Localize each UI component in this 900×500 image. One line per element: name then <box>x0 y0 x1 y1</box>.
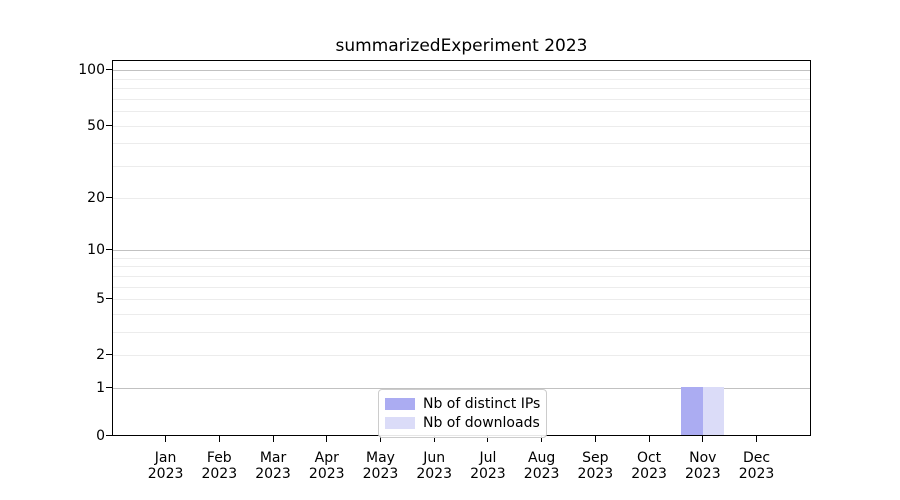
x-tick-label: Jun 2023 <box>406 450 462 482</box>
legend-item-downloads: Nb of downloads <box>385 414 540 432</box>
y-tick-label: 0 <box>96 428 105 444</box>
x-tick-label-year: 2023 <box>308 466 345 482</box>
plot-area <box>112 60 811 436</box>
y-tick-label: 20 <box>87 189 105 206</box>
gridline-minor <box>113 313 810 315</box>
y-tick-mark <box>106 298 112 299</box>
x-tick-label: Feb 2023 <box>191 450 247 482</box>
gridline-major <box>113 388 810 389</box>
y-tick-label: 2 <box>96 347 105 364</box>
y-tick-label: 10 <box>87 241 105 258</box>
y-tick-mark <box>106 69 112 71</box>
x-tick-label-month: Mar <box>259 450 287 466</box>
gridline-minor <box>113 257 810 259</box>
bar-distinct-ips <box>681 387 703 435</box>
x-tick-label-month: Oct <box>636 450 662 466</box>
y-tick-mark <box>106 435 112 436</box>
bar-downloads <box>702 387 725 435</box>
y-tick-mark <box>106 196 112 198</box>
x-tick-label: Jul 2023 <box>460 450 516 482</box>
legend: Nb of distinct IPs Nb of downloads <box>378 389 547 438</box>
x-tick-label-year: 2023 <box>523 466 560 482</box>
gridline-minor <box>113 197 810 199</box>
x-tick-label-year: 2023 <box>577 466 614 482</box>
x-tick-label-year: 2023 <box>738 466 775 482</box>
x-tick-mark <box>756 436 758 442</box>
chart-title: summarizedExperiment 2023 <box>335 36 588 56</box>
legend-swatch-downloads <box>385 417 415 429</box>
gridline-major <box>113 70 810 72</box>
x-tick-label-month: Jul <box>479 450 497 466</box>
gridline-minor <box>113 143 810 145</box>
y-tick-mark <box>106 248 112 250</box>
x-tick-label-year: 2023 <box>201 466 238 482</box>
x-tick-label: Jan 2023 <box>138 450 194 482</box>
x-tick-label: May 2023 <box>352 450 408 482</box>
x-tick-label: Sep 2023 <box>567 450 623 482</box>
x-tick-label: Dec 2023 <box>729 450 785 482</box>
x-tick-label: Apr 2023 <box>299 450 355 482</box>
x-tick-label-month: Jun <box>423 450 446 466</box>
x-tick-label-month: Sep <box>582 450 609 466</box>
x-tick-label-month: Aug <box>527 450 556 466</box>
x-tick-label-month: Jan <box>154 450 177 466</box>
y-tick-mark <box>106 354 112 356</box>
x-tick-label-month: Apr <box>314 450 339 466</box>
x-tick-label: Mar 2023 <box>245 450 301 482</box>
gridline-minor <box>113 78 810 80</box>
gridline-minor <box>113 286 810 288</box>
gridline-minor <box>113 275 810 277</box>
x-tick-mark <box>487 436 489 442</box>
gridline-minor <box>113 111 810 113</box>
x-tick-label-year: 2023 <box>470 466 506 482</box>
x-tick-label-year: 2023 <box>147 466 184 482</box>
x-tick-mark <box>594 436 596 442</box>
x-tick-mark <box>379 436 381 442</box>
gridline-minor <box>113 299 810 300</box>
gridline-minor <box>113 266 810 268</box>
gridline-minor <box>113 355 810 357</box>
x-tick-mark <box>165 436 167 442</box>
legend-label-distinct-ips: Nb of distinct IPs <box>423 396 541 412</box>
x-tick-label-month: May <box>365 450 395 466</box>
legend-swatch-distinct-ips <box>385 398 415 410</box>
x-tick-mark <box>541 436 543 442</box>
gridline-minor <box>113 98 810 100</box>
legend-label-downloads: Nb of downloads <box>423 415 540 431</box>
x-tick-mark <box>648 436 650 442</box>
y-tick-label: 5 <box>96 291 105 307</box>
gridline-minor <box>113 88 810 90</box>
x-tick-mark <box>272 436 274 442</box>
x-tick-mark <box>326 436 328 442</box>
legend-item-distinct-ips: Nb of distinct IPs <box>385 395 541 413</box>
y-tick-mark <box>106 387 112 388</box>
x-tick-mark <box>433 436 435 442</box>
x-tick-mark <box>702 436 704 442</box>
x-tick-label-year: 2023 <box>255 466 291 482</box>
x-tick-label-year: 2023 <box>684 466 721 482</box>
x-tick-mark <box>218 436 220 442</box>
y-tick-mark <box>106 124 112 126</box>
y-tick-label: 1 <box>96 380 105 396</box>
x-tick-label: Nov 2023 <box>675 450 731 482</box>
x-tick-label-year: 2023 <box>416 466 452 482</box>
gridline-minor <box>113 125 810 127</box>
y-tick-label: 100 <box>78 62 105 79</box>
x-tick-label: Aug 2023 <box>514 450 570 482</box>
gridline-minor <box>113 331 810 333</box>
x-tick-label-month: Feb <box>206 450 232 466</box>
x-tick-label-year: 2023 <box>631 466 667 482</box>
x-tick-label: Oct 2023 <box>621 450 677 482</box>
x-tick-label-month: Nov <box>689 450 717 466</box>
gridline-major <box>113 249 810 251</box>
x-tick-label-year: 2023 <box>362 466 399 482</box>
y-tick-label: 50 <box>87 117 105 134</box>
gridline-minor <box>113 165 810 167</box>
x-tick-label-month: Dec <box>742 450 771 466</box>
